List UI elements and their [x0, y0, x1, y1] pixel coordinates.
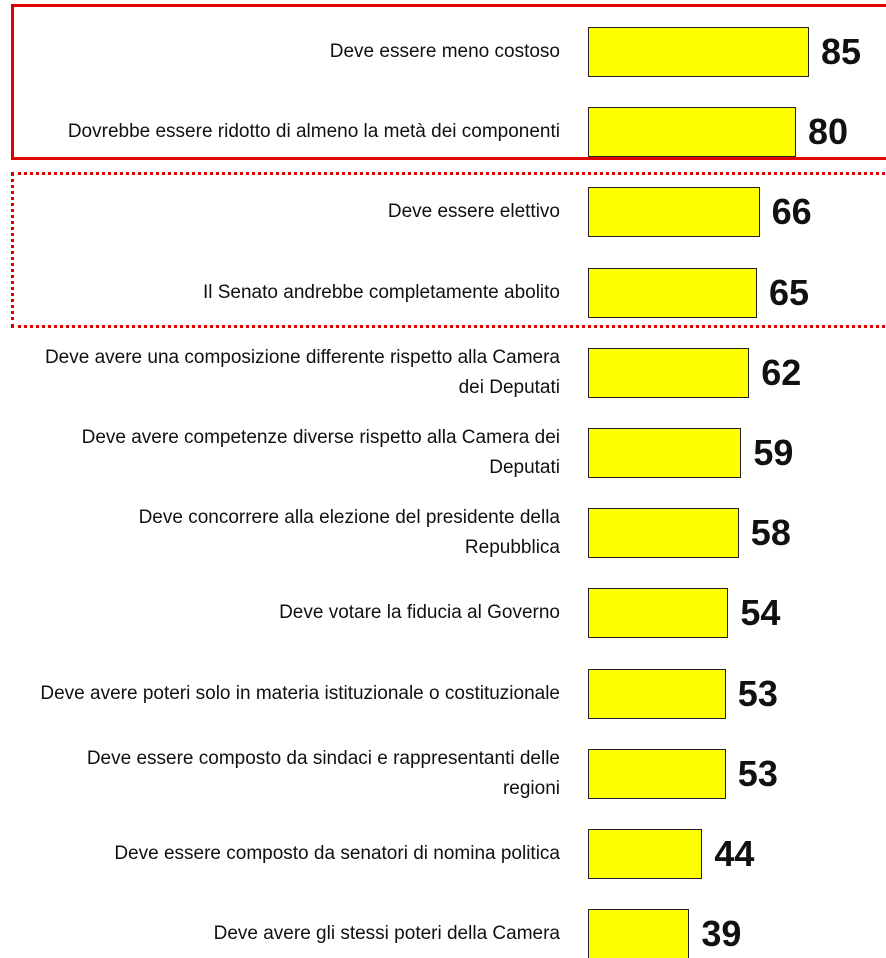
category-text: Deve avere poteri solo in materia istitu… [40, 682, 560, 704]
bar [588, 428, 742, 478]
category-label: Deve avere competenze diverse rispetto a… [20, 418, 560, 488]
highlight-box-dotted [11, 172, 886, 328]
category-label: Deve concorrere alla elezione del presid… [20, 498, 560, 568]
category-text: Deve essere composto da sindaci e rappre… [86, 747, 560, 799]
bar [588, 829, 703, 879]
category-text: Deve avere gli stessi poteri della Camer… [213, 923, 560, 945]
category-label: Deve avere gli stessi poteri della Camer… [20, 899, 560, 958]
bar [588, 588, 729, 639]
category-label: Deve avere poteri solo in materia istitu… [20, 659, 560, 729]
bar [588, 909, 690, 958]
category-text: Dovrebbe essere ridotto di almeno la met… [67, 121, 560, 143]
bar [588, 27, 809, 77]
bar [588, 187, 760, 238]
value-label: 59 [753, 432, 794, 473]
value-label: 66 [771, 191, 812, 233]
value-label: 54 [740, 592, 781, 634]
bar [588, 347, 750, 398]
value-label: 62 [761, 351, 802, 393]
value-label: 58 [750, 512, 791, 554]
bar [588, 267, 757, 318]
value-label: 85 [821, 31, 862, 72]
category-text: Deve votare la fiducia al Governo [279, 602, 560, 624]
value-label: 65 [769, 271, 810, 313]
value-label: 53 [737, 672, 778, 714]
category-label: Deve avere una composizione differente r… [20, 338, 560, 408]
category-label: Deve votare la fiducia al Governo [20, 578, 560, 648]
highlight-box [11, 4, 886, 160]
bar [588, 668, 726, 719]
category-text: Deve essere composto da senatori di nomi… [114, 843, 560, 864]
category-label: Deve essere meno costoso [20, 17, 560, 87]
value-label: 80 [808, 111, 849, 153]
value-label: 44 [714, 833, 755, 874]
category-text: Il Senato andrebbe completamente abolito [202, 281, 560, 303]
category-text: Deve essere meno costoso [329, 41, 560, 62]
category-text: Deve concorrere alla elezione del presid… [138, 507, 560, 559]
category-text: Deve avere una composizione differente r… [44, 346, 560, 398]
bar [588, 748, 726, 799]
category-label: Deve essere composto da sindaci e rappre… [20, 739, 560, 809]
bar [588, 107, 796, 158]
category-label: Deve essere composto da senatori di nomi… [20, 819, 560, 889]
bar [588, 508, 739, 559]
category-label: Dovrebbe essere ridotto di almeno la met… [20, 97, 560, 167]
category-label: Il Senato andrebbe completamente abolito [20, 258, 560, 328]
category-text: Deve essere elettivo [387, 201, 560, 223]
category-label: Deve essere elettivo [20, 177, 560, 247]
category-text: Deve avere competenze diverse rispetto a… [81, 427, 560, 478]
value-label: 39 [701, 913, 742, 955]
value-label: 53 [737, 752, 778, 794]
